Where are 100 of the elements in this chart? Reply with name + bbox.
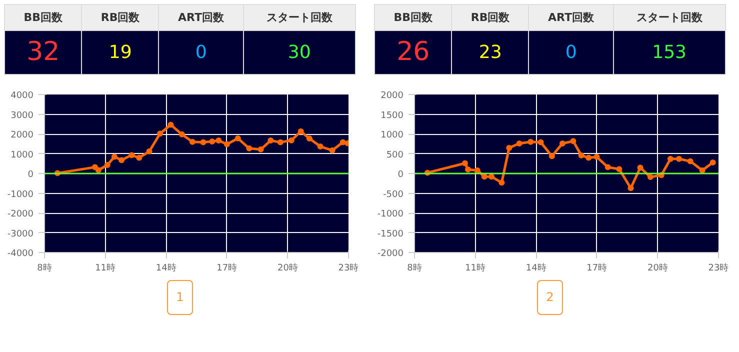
x-tick-label: 14時 [526,262,546,274]
point [637,164,644,171]
text: 32 [4,30,82,74]
point [676,156,682,162]
text: スタート回数 [243,4,356,30]
text: 23 [452,30,529,74]
x-tick-label: 17時 [586,262,608,274]
point [104,162,110,168]
y-tick-label: 1500 [380,110,404,121]
point [465,166,472,173]
point [474,167,480,174]
point [306,136,312,142]
y-tick-label: -500 [383,190,404,200]
y-tick-label: 1000 [10,150,34,160]
point [710,159,716,166]
point [317,143,324,150]
point [277,139,284,146]
text: ART回数 [158,4,244,30]
point [699,167,706,174]
point [667,156,674,162]
point [687,158,694,164]
y-tick-label: -2000 [7,210,34,220]
x-tick-label: 17時 [216,262,238,274]
y-tick-label: 2000 [380,91,404,101]
point [95,167,102,174]
x-tick-label: 8時 [407,262,422,274]
y-tick-label: 2000 [10,130,34,140]
x-tick-label: 23時 [708,262,729,274]
point [647,174,654,180]
text: スタート回数 [613,4,726,30]
point [586,154,592,161]
x-tick-label: 8時 [37,262,52,274]
text: 153 [613,30,726,74]
point [224,141,230,148]
point [604,164,611,170]
x-tick-label: 11時 [465,262,486,274]
point [616,166,622,172]
text: 30 [243,30,356,74]
y-tick-label: 4000 [10,91,34,101]
point [340,139,346,146]
text: 0 [528,30,614,74]
x-tick-label: 23時 [338,262,359,274]
point [118,157,125,164]
point [462,160,468,166]
point [578,152,584,158]
point [528,138,534,145]
point [506,144,512,151]
point [288,137,294,144]
point [570,138,576,144]
point [178,131,185,138]
text: 2 [537,280,563,316]
point [168,122,174,128]
point [246,145,252,152]
y-tick-label: 0 [28,170,34,180]
y-tick-label: -1000 [7,190,34,200]
point [111,154,118,160]
point [200,139,206,146]
y-tick-label: -1500 [377,229,404,240]
point [594,154,600,160]
point [189,138,196,145]
point [488,174,495,180]
y-tick-label: 3000 [10,110,34,121]
y-tick-label: -4000 [7,249,34,259]
point [258,146,264,152]
y-tick-label: 1000 [380,130,404,140]
x-tick-label: 14時 [156,262,176,274]
text: ART回数 [528,4,614,30]
text: 19 [82,30,159,74]
point [481,174,488,180]
point [329,147,336,154]
text: RB回数 [82,4,159,30]
text: 26 [374,30,452,74]
point [498,180,505,186]
point [628,185,634,192]
point [298,128,304,134]
text: 0 [158,30,244,74]
point [136,154,142,161]
y-tick-label: -3000 [7,229,34,240]
point [559,140,566,146]
point [128,152,135,158]
point [516,140,522,146]
point [538,139,544,146]
y-tick-label: -1000 [377,210,404,220]
x-tick-label: 11時 [95,262,116,274]
point [209,138,216,144]
x-tick-label: 20時 [647,262,668,274]
point [146,148,152,154]
text: BB回数 [374,4,452,30]
x-tick-label: 20時 [277,262,298,274]
y-tick-label: -2000 [377,249,404,259]
y-tick-label: 500 [386,150,404,160]
point [234,135,241,142]
point [216,138,222,144]
text: 1 [167,280,193,316]
text: RB回数 [452,4,529,30]
point [548,153,555,160]
point [268,138,274,144]
y-tick-label: 0 [398,170,404,180]
point [157,130,164,137]
text: BB回数 [4,4,82,30]
